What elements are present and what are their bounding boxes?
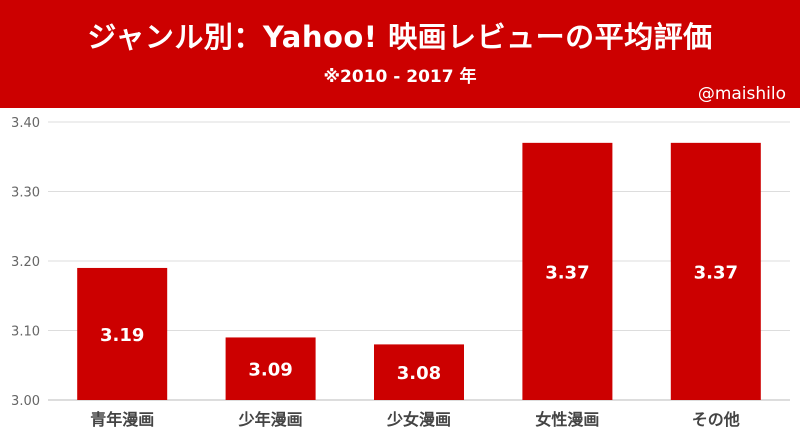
chart-title: ジャンル別：Yahoo! 映画レビューの平均評価 (87, 20, 713, 54)
data-label: 3.19 (100, 325, 144, 346)
bar (522, 142, 613, 400)
bar (374, 344, 464, 400)
x-tick-label: 青年漫画 (90, 410, 154, 429)
y-tick-label: 3.00 (11, 394, 40, 409)
bar (225, 337, 316, 400)
bar (77, 267, 168, 400)
x-tick-label: 少年漫画 (238, 410, 303, 429)
y-tick-label: 3.10 (11, 325, 40, 340)
x-tick-label: 少女漫画 (386, 410, 451, 429)
title-banner: ジャンル別：Yahoo! 映画レビューの平均評価 ※2010 - 2017 年 … (0, 0, 800, 108)
x-tick-label: 女性漫画 (535, 410, 599, 429)
data-label: 3.37 (545, 262, 589, 283)
chart-subtitle: ※2010 - 2017 年 (323, 67, 477, 87)
data-label: 3.37 (694, 262, 738, 283)
data-label: 3.09 (248, 360, 292, 381)
data-label: 3.08 (397, 363, 441, 384)
y-tick-label: 3.30 (11, 186, 40, 201)
author-credit: @maishilo (697, 84, 786, 104)
y-tick-label: 3.20 (11, 255, 40, 270)
x-tick-label: その他 (692, 410, 740, 429)
y-tick-label: 3.40 (11, 116, 40, 131)
bar (670, 142, 761, 400)
